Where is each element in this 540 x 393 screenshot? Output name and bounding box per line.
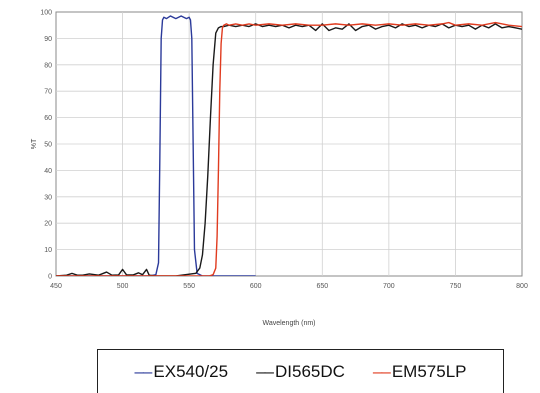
x-tick-label: 450 bbox=[50, 283, 62, 290]
legend: –– EX540/25 –– DI565DC –– EM575LP bbox=[97, 349, 504, 393]
series-lines bbox=[56, 15, 522, 276]
legend-label-ex540: EX540/25 bbox=[153, 361, 229, 381]
y-tick-label: 40 bbox=[44, 168, 52, 175]
transmission-chart: 450 500 550 600 650 700 750 800 0 10 20 30 40 50 60 70 8… bbox=[31, 10, 528, 328]
x-tick-label: 500 bbox=[117, 283, 129, 290]
y-tick-label: 100 bbox=[40, 10, 52, 17]
y-tick-label: 10 bbox=[44, 247, 52, 254]
y-tick-label: 30 bbox=[44, 194, 52, 201]
x-tick-label: 550 bbox=[183, 283, 195, 290]
y-tick-label: 20 bbox=[44, 221, 52, 228]
legend-item-em575: –– EM575LP bbox=[373, 362, 467, 382]
x-tick-label: 700 bbox=[383, 283, 395, 290]
x-tick-label: 650 bbox=[316, 283, 328, 290]
series-line-em575 bbox=[56, 21, 522, 276]
legend-swatch-di565: –– bbox=[256, 361, 274, 381]
tick-labels: 450 500 550 600 650 700 750 800 0 10 20 30 40 50 60 70 8… bbox=[40, 10, 528, 291]
series-line-ex540 bbox=[56, 15, 256, 276]
legend-swatch-em575: –– bbox=[372, 361, 391, 381]
y-tick-label: 50 bbox=[44, 142, 52, 149]
y-tick-label: 70 bbox=[44, 89, 52, 96]
legend-item-ex540: –– EX540/25 bbox=[134, 362, 228, 382]
x-tick-label: 800 bbox=[516, 283, 528, 290]
legend-swatch-ex540: –– bbox=[134, 361, 152, 381]
y-tick-label: 0 bbox=[48, 274, 52, 281]
legend-label-di565: DI565DC bbox=[275, 361, 345, 381]
y-tick-label: 60 bbox=[44, 115, 52, 122]
grid bbox=[56, 12, 522, 276]
legend-item-di565: –– DI565DC bbox=[256, 362, 345, 382]
x-tick-label: 750 bbox=[450, 283, 462, 290]
legend-label-em575: EM575LP bbox=[391, 361, 467, 381]
y-axis-label: %T bbox=[31, 138, 38, 149]
y-tick-label: 90 bbox=[44, 36, 52, 43]
x-tick-label: 600 bbox=[250, 283, 262, 290]
y-tick-label: 80 bbox=[44, 62, 52, 69]
x-axis-label: Wavelength (nm) bbox=[262, 320, 315, 327]
